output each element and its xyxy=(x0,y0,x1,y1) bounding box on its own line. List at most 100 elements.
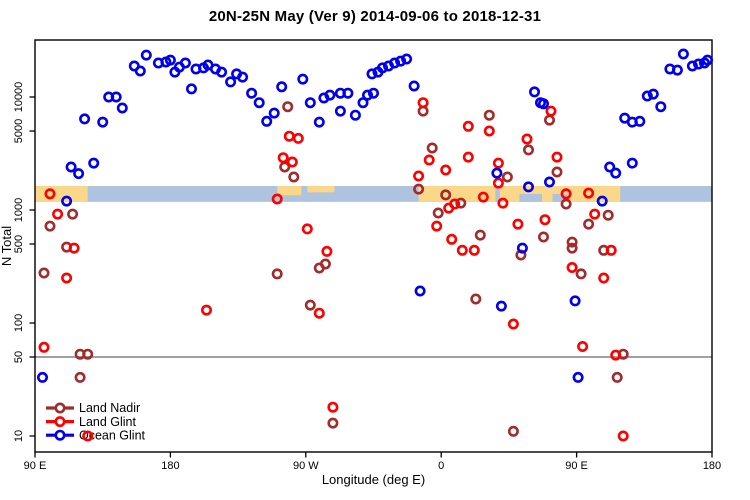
map-band-land xyxy=(418,186,496,202)
data-point-land-glint xyxy=(283,130,295,142)
data-point-land-nadir xyxy=(74,371,86,383)
data-point-land-nadir xyxy=(470,293,482,305)
data-point-ocean-glint xyxy=(357,97,369,109)
legend-label: Ocean Glint xyxy=(79,428,146,442)
data-point-land-nadir xyxy=(455,197,467,209)
data-point-land-nadir xyxy=(537,231,549,243)
chart-title: 20N-25N May (Ver 9) 2014-09-06 to 2018-1… xyxy=(208,8,542,25)
data-point-land-nadir xyxy=(440,189,452,201)
data-point-ocean-glint xyxy=(408,80,420,92)
data-point-ocean-glint xyxy=(342,87,354,99)
data-point-ocean-glint xyxy=(276,81,288,93)
data-point-land-nadir xyxy=(474,229,486,241)
data-point-ocean-glint xyxy=(647,88,659,100)
data-point-ocean-glint xyxy=(491,167,503,179)
data-point-land-nadir xyxy=(327,417,339,429)
y-tick-label: 5000 xyxy=(13,119,25,143)
data-point-ocean-glint xyxy=(528,86,540,98)
x-tick-label: 90 E xyxy=(565,460,588,472)
data-point-land-glint xyxy=(440,164,452,176)
data-point-land-glint xyxy=(539,214,551,226)
data-point-ocean-glint xyxy=(655,101,667,113)
data-point-ocean-glint xyxy=(73,168,85,180)
data-point-land-nadir xyxy=(38,267,50,279)
data-point-land-glint xyxy=(61,272,73,284)
data-point-land-nadir xyxy=(522,144,534,156)
data-point-land-glint xyxy=(507,318,519,330)
data-point-land-glint xyxy=(462,120,474,132)
legend-label: Land Nadir xyxy=(79,401,140,415)
data-point-land-glint xyxy=(417,97,429,109)
data-point-land-nadir xyxy=(611,371,623,383)
data-point-ocean-glint xyxy=(313,116,325,128)
map-band-ocean-notch xyxy=(519,193,542,202)
y-tick-label: 100 xyxy=(13,314,25,332)
data-point-land-glint xyxy=(286,156,298,168)
data-point-land-glint xyxy=(512,218,524,230)
data-point-land-nadir xyxy=(575,268,587,280)
data-point-land-nadir xyxy=(560,198,572,210)
data-point-land-glint xyxy=(497,197,509,209)
data-point-land-nadir xyxy=(282,101,294,113)
data-point-land-nadir xyxy=(583,218,595,230)
data-point-ocean-glint xyxy=(692,58,704,70)
data-point-land-glint xyxy=(292,132,304,144)
data-point-land-glint xyxy=(605,244,617,256)
data-point-land-glint xyxy=(456,244,468,256)
data-point-land-glint xyxy=(449,198,461,210)
data-point-land-glint xyxy=(589,208,601,220)
data-point-ocean-glint xyxy=(641,90,653,102)
data-point-ocean-glint xyxy=(522,181,534,193)
data-point-land-nadir xyxy=(566,236,578,248)
data-point-land-nadir xyxy=(319,258,331,270)
data-point-ocean-glint xyxy=(572,371,584,383)
data-point-ocean-glint xyxy=(237,71,249,83)
data-point-ocean-glint xyxy=(495,300,507,312)
data-point-ocean-glint xyxy=(304,97,316,109)
data-point-ocean-glint xyxy=(116,102,128,114)
data-point-land-nadir xyxy=(602,209,614,221)
data-point-land-glint xyxy=(617,430,629,442)
x-tick-label: 180 xyxy=(161,460,179,472)
map-band-land xyxy=(35,186,88,202)
data-point-land-glint xyxy=(431,220,443,232)
y-tick-label: 500 xyxy=(13,235,25,253)
x-tick-label: 90 E xyxy=(24,460,47,472)
data-point-land-nadir xyxy=(288,171,300,183)
data-point-land-nadir xyxy=(507,425,519,437)
data-point-land-glint xyxy=(277,152,289,164)
data-point-land-nadir xyxy=(304,299,316,311)
data-point-ocean-glint xyxy=(179,57,191,69)
data-point-ocean-glint xyxy=(97,116,109,128)
y-tick-label: 50 xyxy=(13,351,25,363)
data-point-ocean-glint xyxy=(537,98,549,110)
y-tick-label: 10 xyxy=(13,430,25,442)
x-tick-label: 90 W xyxy=(293,460,319,472)
x-tick-label: 180 xyxy=(703,460,721,472)
data-point-land-glint xyxy=(446,233,458,245)
data-point-land-nadir xyxy=(271,268,283,280)
plot-box xyxy=(34,39,713,453)
data-point-ocean-glint xyxy=(389,57,401,69)
data-point-ocean-glint xyxy=(604,161,616,173)
data-point-ocean-glint xyxy=(395,55,407,67)
legend-marker-land-glint xyxy=(54,416,66,428)
data-point-land-glint xyxy=(68,242,80,254)
map-band-ocean-notch xyxy=(552,193,568,202)
data-point-land-glint xyxy=(566,261,578,273)
data-point-land-glint xyxy=(413,170,425,182)
data-point-ocean-glint xyxy=(79,113,91,125)
data-point-land-glint xyxy=(423,154,435,166)
data-point-ocean-glint xyxy=(324,89,336,101)
data-point-land-glint xyxy=(577,340,589,352)
data-point-land-nadir xyxy=(413,183,425,195)
legend-marker-ocean-glint xyxy=(54,429,66,441)
data-point-land-glint xyxy=(38,341,50,353)
data-point-land-nadir xyxy=(44,220,56,232)
data-point-ocean-glint xyxy=(677,48,689,60)
data-point-ocean-glint xyxy=(140,49,152,61)
data-point-land-glint xyxy=(492,157,504,169)
data-point-ocean-glint xyxy=(361,89,373,101)
data-point-land-glint xyxy=(583,187,595,199)
